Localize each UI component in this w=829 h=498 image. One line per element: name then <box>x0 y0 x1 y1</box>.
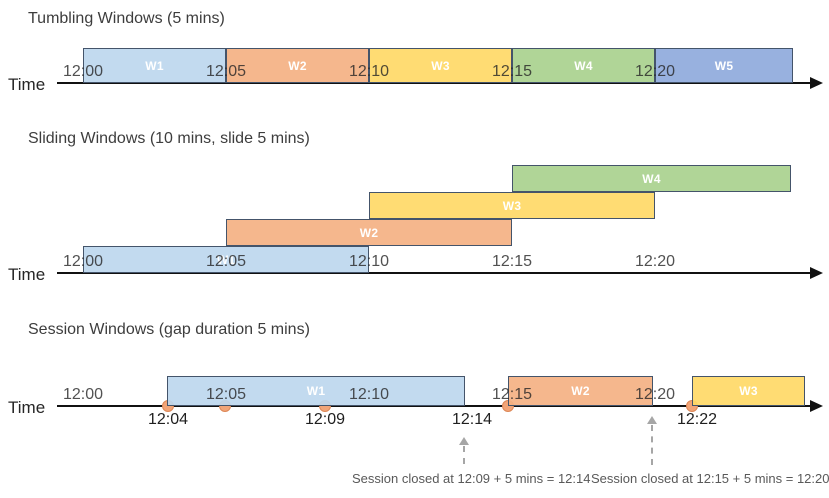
session-closed-annotation: Session closed at 12:09 + 5 mins = 12:14 <box>352 471 591 486</box>
tick-label: 12:05 <box>205 63 247 80</box>
tick-label: 12:05 <box>205 253 247 270</box>
window-label: W2 <box>359 225 379 240</box>
timeline-arrowhead-icon <box>810 267 823 279</box>
tick-label: 12:15 <box>491 386 533 403</box>
tick-label: 12:10 <box>348 253 390 270</box>
window-w4: W4 <box>512 48 655 83</box>
tick-label: 12:05 <box>205 386 247 403</box>
annotation-arrow-stem <box>651 425 653 465</box>
window-label: W4 <box>642 171 661 186</box>
tick-label: 12:00 <box>62 253 104 270</box>
window-w2: W2 <box>226 48 369 83</box>
timeline-axis <box>57 272 810 274</box>
window-label: W3 <box>739 384 758 398</box>
window-label: W3 <box>431 58 450 73</box>
window-w3: W3 <box>369 48 512 83</box>
timeline-arrowhead-icon <box>810 400 823 412</box>
window-label: W2 <box>571 384 590 398</box>
tick-label: 12:10 <box>348 63 390 80</box>
window-w2: W2 <box>508 376 653 406</box>
tick-label: 12:15 <box>491 253 533 270</box>
window-w1: W1 <box>83 246 369 273</box>
event-time-label: 12:22 <box>676 411 718 428</box>
window-label: W1 <box>306 384 326 398</box>
window-label: W2 <box>288 58 307 73</box>
section-title-tumbling: Tumbling Windows (5 mins) <box>28 10 225 27</box>
time-axis-label: Time <box>8 265 46 284</box>
tick-label: 12:20 <box>634 253 676 270</box>
annotation-arrow-up-icon <box>459 437 469 445</box>
session-closed-annotation: Session closed at 12:15 + 5 mins = 12:20 <box>591 471 829 486</box>
window-label: W1 <box>216 252 236 267</box>
tick-label: 12:20 <box>634 386 676 403</box>
tick-label: 12:00 <box>62 63 104 80</box>
window-label: W5 <box>714 58 734 73</box>
tick-label: 12:00 <box>62 386 104 403</box>
window-label: W1 <box>145 58 164 73</box>
event-time-label: 12:04 <box>147 411 189 428</box>
window-w3: W3 <box>369 192 655 219</box>
window-w5: W5 <box>655 48 793 83</box>
window-label: W3 <box>502 198 522 213</box>
time-axis-label: Time <box>8 75 46 94</box>
section-title-session: Session Windows (gap duration 5 mins) <box>28 321 310 338</box>
event-time-label: 12:09 <box>304 411 346 428</box>
tick-label: 12:10 <box>348 386 390 403</box>
window-label: W4 <box>574 58 593 73</box>
annotation-arrow-stem <box>463 446 465 464</box>
timeline-axis <box>57 405 810 407</box>
time-axis-label: Time <box>8 398 46 417</box>
window-w1: W1 <box>167 376 465 406</box>
window-w3: W3 <box>692 376 805 406</box>
timeline-axis <box>57 82 810 84</box>
tick-label: 12:15 <box>491 63 533 80</box>
window-w1: W1 <box>83 48 226 83</box>
section-title-sliding: Sliding Windows (10 mins, slide 5 mins) <box>28 130 310 147</box>
timeline-arrowhead-icon <box>810 77 823 89</box>
window-w4: W4 <box>512 165 791 192</box>
tick-label: 12:20 <box>634 63 676 80</box>
event-time-label: 12:14 <box>451 411 493 428</box>
window-w2: W2 <box>226 219 512 246</box>
annotation-arrow-up-icon <box>647 416 657 424</box>
